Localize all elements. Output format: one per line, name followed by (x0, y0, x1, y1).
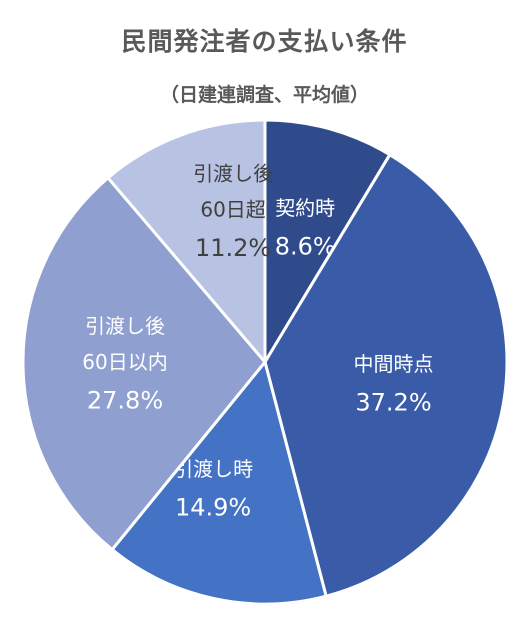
slice-label-group-5: 引渡し後 60日超 11.2% (193, 162, 273, 263)
slice-label-group-4: 引渡し後 60日以内 27.8% (82, 314, 167, 415)
slice-category-label: 60日以内 (82, 350, 167, 374)
slice-category-label: 引渡し後 (193, 162, 273, 186)
slice-category-label: 60日超 (200, 198, 265, 222)
pie-slice-5 (106, 118, 267, 364)
slice-label-group-1: 契約時 8.6% (275, 196, 336, 261)
chart-title: 民間発注者の支払い条件 (121, 27, 408, 56)
pie-slice-2 (263, 153, 509, 598)
chart-subtitle: （日建連調査、平均値） (159, 84, 369, 106)
slice-value-label: 11.2% (195, 234, 271, 262)
slice-value-label: 8.6% (275, 232, 336, 260)
slice-value-label: 37.2% (355, 388, 431, 416)
slice-category-label: 中間時点 (354, 352, 434, 376)
slice-value-label: 14.9% (175, 494, 251, 522)
slice-category-label: 契約時 (275, 196, 335, 220)
slice-value-label: 27.8% (87, 387, 163, 415)
slice-category-label: 引渡し後 (85, 314, 165, 338)
slice-label-group-2: 中間時点 37.2% (354, 352, 434, 417)
pie-slice-4 (21, 176, 267, 552)
pie-slice-3 (110, 360, 328, 606)
pie-slice-1 (263, 118, 392, 364)
slice-label-group-3: 引渡し時 14.9% (173, 457, 253, 521)
slice-category-label: 引渡し時 (173, 457, 253, 481)
